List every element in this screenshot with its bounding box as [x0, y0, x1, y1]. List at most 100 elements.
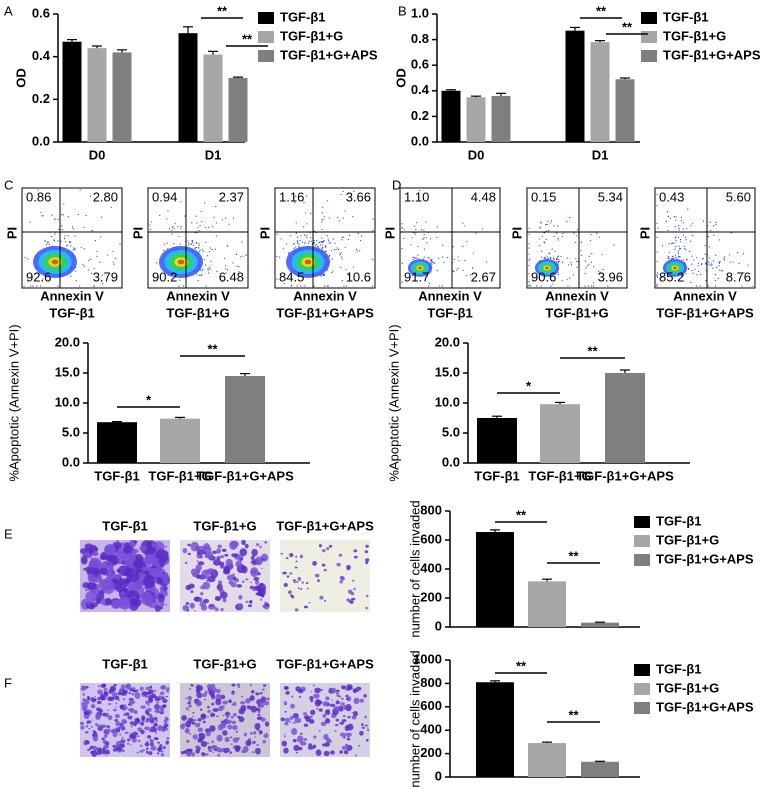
event-dot [328, 254, 331, 257]
significance-label: ** [207, 341, 218, 356]
event-dot [226, 269, 229, 271]
stained-cell [260, 598, 263, 601]
event-dot [332, 238, 334, 240]
stained-cell [101, 592, 105, 595]
stained-cell [224, 553, 229, 557]
event-dot [528, 259, 530, 261]
legend-label: TGF-β1+G+APS [280, 47, 378, 62]
stained-cell [164, 716, 169, 721]
stained-cell [116, 569, 121, 573]
event-dot [302, 241, 304, 243]
event-dot [226, 245, 229, 247]
stained-cell [342, 714, 346, 718]
event-dot [340, 193, 342, 196]
y-tick-label: 0.2 [32, 91, 50, 106]
stained-cell [256, 591, 261, 596]
event-dot [326, 269, 329, 271]
event-dot [239, 256, 242, 258]
stained-cell [336, 694, 340, 697]
event-dot [197, 226, 199, 228]
event-dot [453, 258, 455, 260]
stained-cell [92, 735, 99, 742]
event-dot [53, 239, 55, 241]
event-dot [156, 262, 158, 264]
legend-swatch [258, 31, 274, 43]
stained-cell [160, 709, 164, 713]
event-dot [173, 228, 176, 230]
stained-cell [82, 693, 86, 696]
event-dot [201, 273, 203, 276]
stained-cell [105, 754, 108, 756]
stained-cell [202, 720, 206, 724]
bar [87, 48, 107, 143]
stained-cell [310, 691, 313, 693]
event-dot [204, 202, 206, 204]
stained-cell [96, 750, 102, 756]
stained-cell [324, 599, 326, 602]
stained-cell [159, 601, 165, 608]
event-dot [550, 220, 553, 222]
stained-cell [208, 749, 212, 752]
stained-cell [162, 704, 167, 708]
event-dot [291, 284, 293, 286]
stained-cell [365, 544, 369, 548]
stained-cell [233, 713, 237, 717]
event-dot [74, 247, 76, 250]
event-dot [738, 262, 740, 265]
stained-cell [251, 751, 255, 754]
event-dot [283, 282, 285, 285]
stained-cell [232, 737, 239, 743]
y-tick-label: 0 [435, 768, 442, 783]
stained-cell [303, 737, 308, 742]
event-dot [182, 285, 185, 287]
stained-cell [284, 721, 289, 726]
event-dot [429, 259, 431, 261]
event-dot [411, 275, 414, 277]
stained-cell [341, 697, 344, 700]
event-dot [438, 257, 440, 259]
stained-cell [322, 701, 329, 707]
event-dot [191, 239, 193, 242]
event-dot [290, 235, 292, 237]
event-dot [198, 247, 200, 249]
event-dot [27, 258, 29, 260]
stained-cell [250, 732, 253, 735]
stained-cell [149, 738, 153, 742]
event-dot [747, 264, 749, 266]
stained-cell [313, 693, 320, 699]
event-dot [340, 256, 342, 258]
stained-cell [321, 563, 326, 567]
stained-cell [165, 740, 170, 745]
stained-cell [235, 560, 243, 568]
event-dot [119, 243, 121, 245]
stained-cell [140, 721, 144, 726]
event-dot [208, 250, 211, 253]
event-dot [412, 258, 414, 261]
stained-cell [182, 548, 188, 554]
stained-cell [186, 739, 190, 744]
event-dot [547, 220, 549, 223]
stained-cell [329, 703, 336, 707]
bar [160, 418, 200, 463]
stained-cell [83, 741, 88, 746]
event-dot [178, 285, 180, 287]
bar [491, 95, 511, 142]
event-dot [589, 240, 592, 242]
event-dot [665, 220, 667, 222]
stained-cell [200, 591, 204, 596]
stained-cell [251, 740, 256, 745]
event-dot [426, 242, 428, 244]
event-dot [316, 244, 318, 246]
event-dot [596, 232, 598, 234]
event-dot [715, 254, 717, 256]
event-dot [77, 213, 79, 216]
event-dot [676, 258, 678, 260]
event-dot [101, 283, 104, 285]
event-dot [413, 256, 416, 258]
event-dot [204, 264, 207, 266]
stained-cell [133, 540, 138, 544]
event-dot [472, 267, 474, 269]
stained-cell [339, 695, 342, 698]
event-dot [206, 255, 209, 257]
event-dot [173, 243, 175, 245]
